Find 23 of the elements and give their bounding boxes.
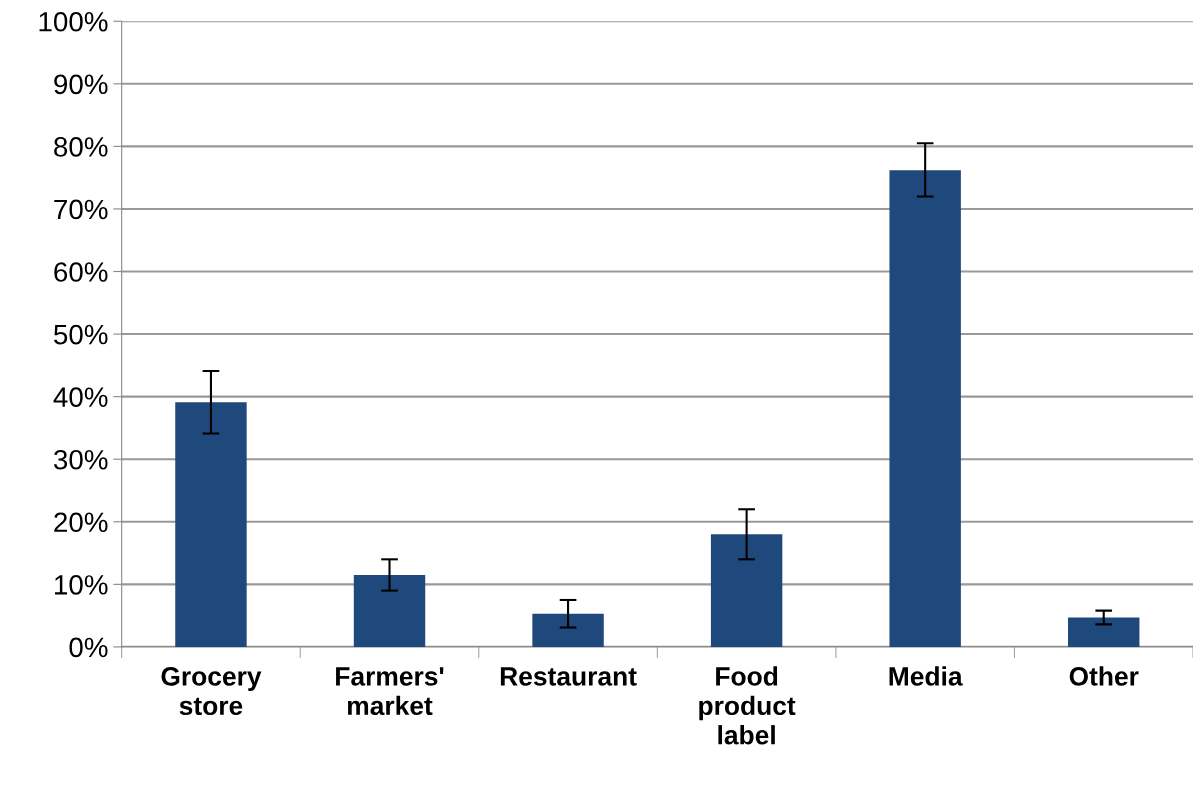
- y-tick-label: 40%: [53, 387, 108, 407]
- bar: [175, 402, 247, 647]
- y-tick-label: 100%: [39, 11, 108, 32]
- x-tick-label: Restaurant: [500, 667, 637, 686]
- y-tick-label: 10%: [55, 575, 108, 595]
- bar: [532, 613, 604, 647]
- x-tick-label: Media: [889, 666, 963, 686]
- x-tick-label: Other: [1069, 666, 1139, 686]
- bar: [710, 534, 783, 647]
- y-tick-label: 80%: [54, 137, 108, 157]
- y-tick-label: 90%: [54, 74, 108, 95]
- y-tick-label: 60%: [54, 262, 108, 282]
- y-tick-label: 70%: [54, 199, 108, 220]
- bar: [1068, 617, 1140, 647]
- y-tick-label: 20%: [54, 512, 108, 533]
- x-tick-label: Farmers' market: [336, 667, 444, 716]
- bar: [353, 574, 426, 647]
- y-tick-label: 0%: [69, 637, 108, 658]
- bar: [889, 170, 961, 647]
- x-tick-label: Food product label: [699, 666, 796, 745]
- y-tick-label: 50%: [54, 324, 108, 345]
- y-tick-label: 30%: [53, 449, 108, 470]
- x-tick-label: Grocery store: [161, 667, 262, 716]
